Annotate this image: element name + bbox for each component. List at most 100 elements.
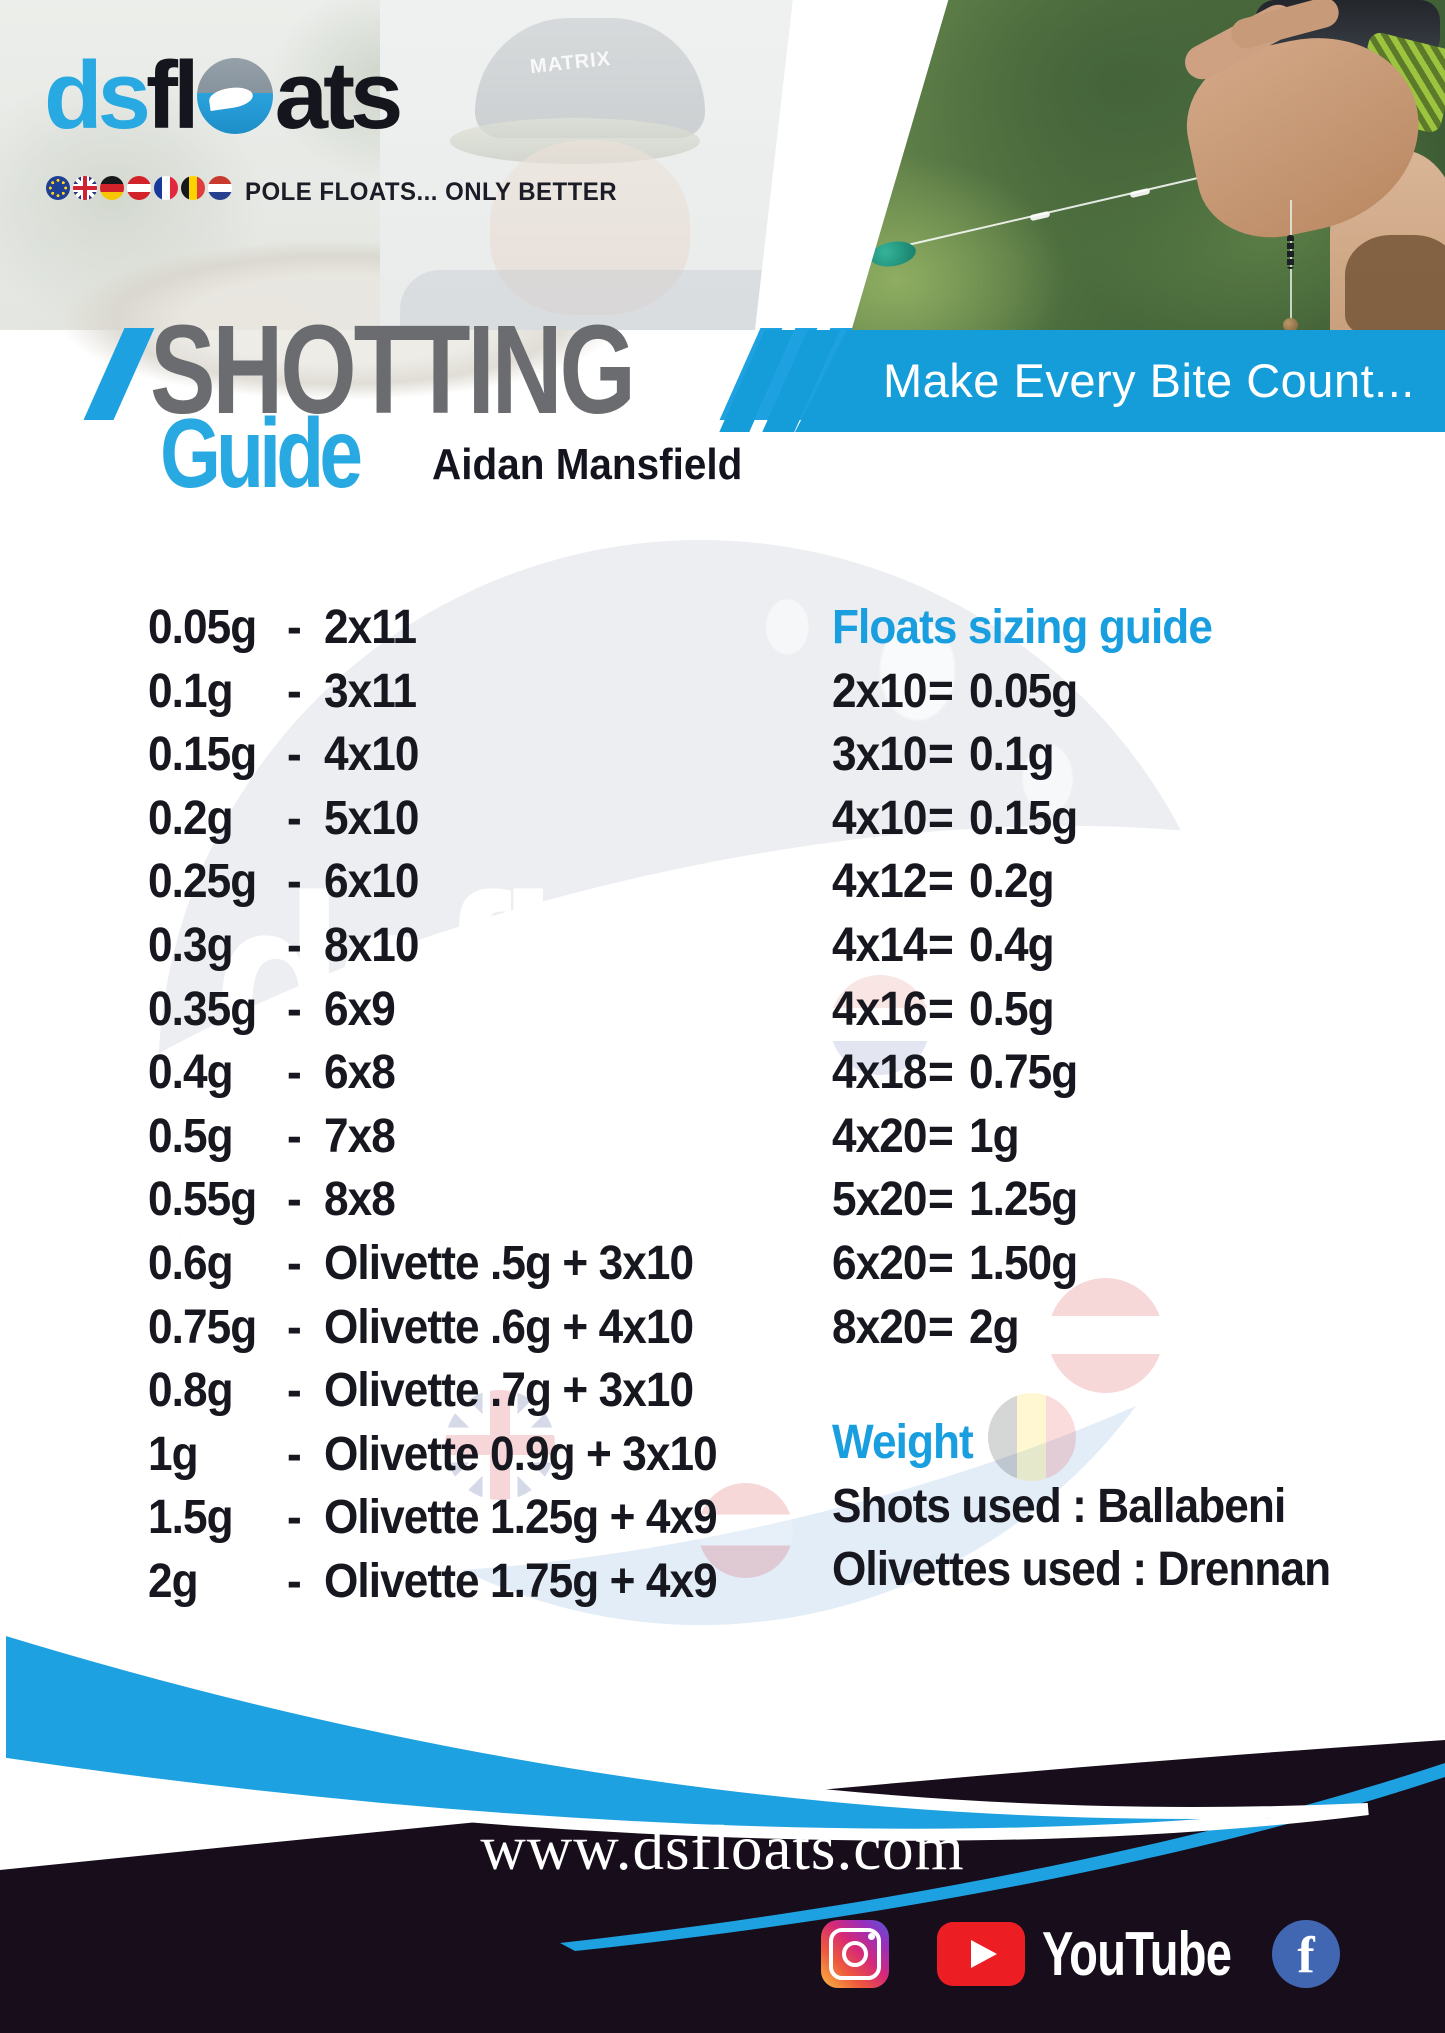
float-size: 4x14: [832, 918, 927, 972]
table-row: 0.35g -6x9: [148, 978, 751, 1042]
table-row: 4x20 = 1g: [832, 1105, 1245, 1169]
separator: -: [287, 664, 302, 718]
weight-value: 0.4g: [148, 1046, 234, 1100]
float-size: 3x10: [832, 728, 927, 782]
float-weight: 0.05g: [969, 664, 1078, 718]
table-row: 0.8g - Olivette .7g + 3x10: [148, 1359, 751, 1423]
rig-value: 6x9: [324, 982, 396, 1036]
photo-fade-overlay: [380, 0, 820, 330]
olivettes-used: Olivettes used : Drennan: [832, 1543, 1331, 1597]
table-row: 0.4g -6x8: [148, 1041, 751, 1105]
play-icon: [971, 1940, 997, 1968]
uk-flag-icon: [73, 176, 97, 200]
rig-value: Olivette 1.25g + 4x9: [324, 1491, 718, 1545]
separator: -: [287, 1046, 302, 1100]
header: MATRIX ds fl ats: [0, 0, 1445, 400]
austria-flag-icon: [127, 176, 151, 200]
table-row: 4x14 = 0.4g: [832, 914, 1245, 978]
instagram-icon[interactable]: [821, 1920, 889, 1988]
watermark-circle: dsfloats: [158, 540, 1243, 1625]
float-weight: 0.4g: [969, 918, 1055, 972]
slogan-text: Make Every Bite Count...: [883, 354, 1415, 407]
float-weight: 1.25g: [969, 1173, 1078, 1227]
table-row: 0.3g -8x10: [148, 914, 751, 978]
weight-value: 0.1g: [148, 664, 234, 718]
shots-used: Shots used : Ballabeni: [832, 1479, 1286, 1533]
table-row: 0.75g - Olivette .6g + 4x10: [148, 1296, 751, 1360]
float-weight: 0.5g: [969, 982, 1055, 1036]
float-weight: 0.15g: [969, 791, 1078, 845]
dsfloats-logo: ds fl ats: [44, 36, 404, 156]
weight-value: 0.35g: [148, 982, 257, 1036]
footer-swoosh: [0, 1621, 1369, 1841]
rig-value: 8x8: [324, 1173, 396, 1227]
float-size: 8x20: [832, 1300, 927, 1354]
float-size: 5x20: [832, 1173, 927, 1227]
separator: -: [287, 1364, 302, 1418]
fish-icon: [207, 85, 254, 111]
table-row: 3x10 = 0.1g: [832, 723, 1245, 787]
logo-fish-circle-icon: [196, 58, 273, 134]
website-link[interactable]: www.dsfloats.com: [480, 1813, 965, 1883]
float-weight: 0.2g: [969, 855, 1055, 909]
table-row: 6x20 = 1.50g: [832, 1232, 1245, 1296]
equals-sign: =: [928, 728, 954, 782]
france-flag-icon: [154, 176, 178, 200]
ghost-netherlands-flag-icon: [830, 975, 930, 1075]
table-row: 0.15g -4x10: [148, 723, 751, 787]
header-photo-rig: [851, 0, 1445, 330]
weight-value: 1.5g: [148, 1491, 234, 1545]
table-row: 2x10 = 0.05g: [832, 660, 1245, 724]
shotting-table: 0.05g -2x11 0.1g -3x11 0.15g -4x10 0.2g -5x1…: [148, 596, 751, 1614]
germany-flag-icon: [100, 176, 124, 200]
footer-curves: [0, 1621, 1445, 2033]
social-icons-row: YouTube f: [0, 1920, 1445, 1994]
page-subtitle: Guide: [160, 398, 363, 508]
rig-value: Olivette 0.9g + 3x10: [324, 1427, 718, 1481]
rig-value: 3x11: [324, 664, 417, 718]
table-row: 0.25g -6x10: [148, 850, 751, 914]
separator: -: [287, 1491, 302, 1545]
separator: -: [287, 855, 302, 909]
table-row: 1g - Olivette 0.9g + 3x10: [148, 1423, 751, 1487]
youtube-wordmark[interactable]: YouTube: [1042, 1920, 1232, 1989]
table-row: 0.6g - Olivette .5g + 3x10: [148, 1232, 751, 1296]
equals-sign: =: [928, 664, 954, 718]
separator: -: [287, 601, 302, 654]
float-weight: 1g: [969, 1109, 1020, 1163]
equals-sign: =: [928, 855, 954, 909]
weight-info: Weight Shots used : Ballabeni Olivettes …: [832, 1411, 1373, 1602]
eu-flag-icon: [46, 176, 70, 200]
weight-value: 1g: [148, 1427, 199, 1481]
table-row: 4x12 = 0.2g: [832, 850, 1245, 914]
rig-value: Olivette 1.75g + 4x9: [324, 1554, 718, 1608]
weight-value: 0.75g: [148, 1300, 257, 1354]
separator: -: [287, 1300, 302, 1354]
equals-sign: =: [928, 918, 954, 972]
separator: -: [287, 1427, 302, 1481]
weight-value: 0.55g: [148, 1173, 257, 1227]
shot-weights: [1287, 235, 1294, 269]
separator: -: [287, 791, 302, 845]
weight-heading: Weight: [832, 1416, 974, 1469]
country-flags: [46, 176, 232, 200]
weight-value: 0.2g: [148, 791, 234, 845]
logo-ats: ats: [274, 42, 404, 149]
page-title: SHOTTING: [150, 299, 636, 440]
ghost-austria-flag-icon: [698, 1483, 793, 1578]
ghost-belgium-flag-icon: [988, 1393, 1076, 1481]
rig-value: 4x10: [324, 728, 419, 782]
table-row: 0.55g -8x8: [148, 1168, 751, 1232]
belgium-flag-icon: [181, 176, 205, 200]
rig-value: 6x8: [324, 1046, 396, 1100]
float-size: 4x10: [832, 791, 927, 845]
separator: -: [287, 918, 302, 972]
youtube-icon[interactable]: [937, 1922, 1025, 1986]
float-size: 4x18: [832, 1046, 927, 1100]
netherlands-flag-icon: [208, 176, 232, 200]
facebook-icon[interactable]: f: [1272, 1920, 1340, 1988]
table-row: 0.5g -7x8: [148, 1105, 751, 1169]
separator: -: [287, 1554, 302, 1608]
float-weight: 1.50g: [969, 1236, 1078, 1290]
